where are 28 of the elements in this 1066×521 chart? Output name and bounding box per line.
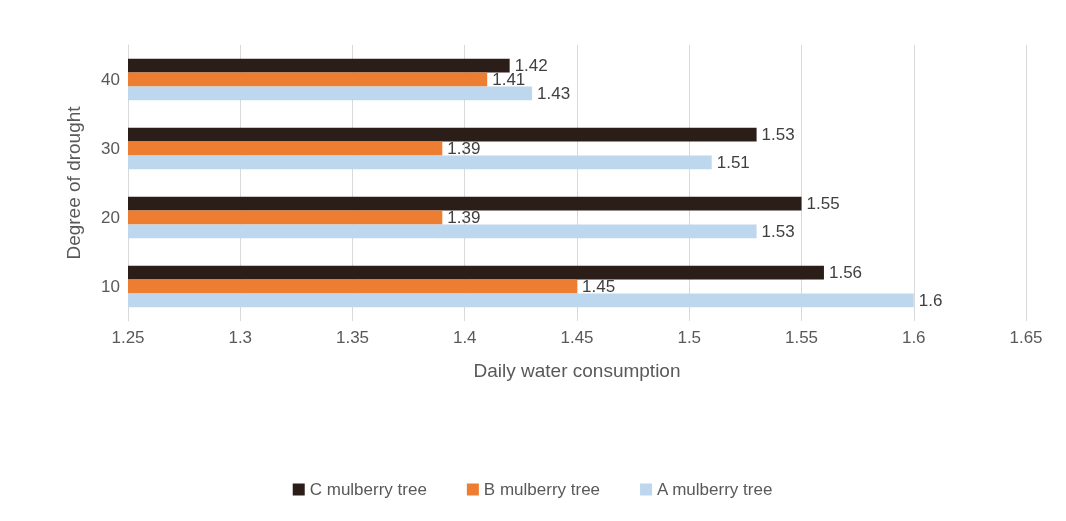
x-tick-label: 1.3 <box>228 328 253 347</box>
x-tick-label: 1.5 <box>677 328 702 347</box>
y-tick-label: 40 <box>101 70 120 89</box>
data-label: 1.55 <box>806 194 840 214</box>
x-tick-label: 1.65 <box>1009 328 1043 347</box>
x-tick-label: 1.55 <box>784 328 819 347</box>
x-tick-label: 1.25 <box>111 328 145 347</box>
data-label: 1.53 <box>761 125 795 145</box>
data-label: 1.39 <box>447 208 481 227</box>
y-tick-label: 30 <box>101 139 120 158</box>
data-label: 1.56 <box>828 263 863 283</box>
data-label: 1.51 <box>716 152 750 172</box>
legend-label: B mulberry tree <box>483 480 601 499</box>
data-label: 1.53 <box>761 221 795 241</box>
x-tick-label: 1.35 <box>335 328 370 347</box>
data-label: 1.39 <box>447 139 481 158</box>
y-tick-label: 10 <box>101 277 120 296</box>
y-tick-label: 20 <box>101 208 120 227</box>
data-label: 1.43 <box>537 83 571 103</box>
legend-label: C mulberry tree <box>309 480 427 499</box>
x-tick-label: 1.4 <box>452 328 477 347</box>
data-label: 1.6 <box>918 290 943 310</box>
x-axis-title: Daily water consumption <box>473 360 681 381</box>
data-label: 1.45 <box>582 277 616 296</box>
x-tick-label: 1.45 <box>560 328 594 347</box>
legend-label: A mulberry tree <box>657 480 773 499</box>
x-tick-label: 1.6 <box>901 328 926 347</box>
y-axis-title: Degree of drought <box>63 105 84 260</box>
